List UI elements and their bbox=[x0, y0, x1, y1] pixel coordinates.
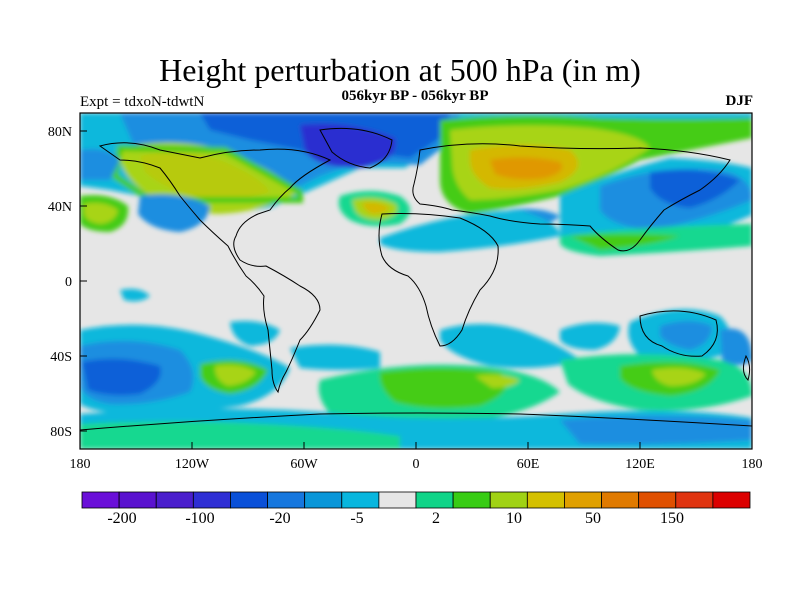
colorbar-label: 10 bbox=[506, 510, 522, 527]
colorbar-box bbox=[675, 491, 714, 509]
colorbar-box bbox=[155, 491, 194, 509]
lat-tick-label: 40N bbox=[48, 200, 72, 215]
lat-tick-label: 80S bbox=[50, 425, 72, 440]
colorbar-box bbox=[81, 491, 120, 509]
contour-fill bbox=[120, 288, 150, 302]
contour-fill bbox=[570, 234, 680, 250]
lon-axis: 180 120W 60W 0 60E 120E 180 bbox=[70, 442, 763, 472]
contour-fill bbox=[560, 322, 620, 350]
colorbar-box bbox=[638, 491, 677, 509]
lat-tick-label: 80N bbox=[48, 125, 72, 140]
contour-fill bbox=[290, 344, 380, 370]
australia-coast bbox=[639, 310, 718, 357]
contour-fill bbox=[650, 169, 740, 208]
contour-fill bbox=[84, 202, 118, 224]
contour-fill bbox=[490, 157, 563, 180]
map-subtitle: 056kyr BP - 056kyr BP bbox=[341, 88, 489, 104]
contour-edge bbox=[111, 144, 303, 203]
contour-fill bbox=[440, 324, 580, 368]
colorbar-box bbox=[452, 491, 491, 509]
colorbar-label: -20 bbox=[269, 510, 290, 527]
contour-field bbox=[80, 113, 752, 449]
lon-tick-label: 120W bbox=[175, 457, 210, 472]
colorbar-label: 50 bbox=[585, 510, 601, 527]
contour-fill bbox=[379, 368, 507, 409]
greenland-coast bbox=[319, 127, 393, 169]
colorbar-label: -5 bbox=[350, 510, 363, 527]
lat-tick-label: 0 bbox=[65, 275, 72, 290]
eurasia-coast bbox=[412, 143, 731, 252]
colorbar-box bbox=[564, 491, 602, 509]
colorbar-box bbox=[304, 491, 343, 509]
africa-coast bbox=[378, 213, 499, 347]
lat-tick-label: 40S bbox=[50, 350, 72, 365]
colorbar-box bbox=[601, 491, 640, 509]
lon-tick-label: 120E bbox=[625, 457, 655, 472]
coastlines bbox=[80, 127, 752, 431]
lon-tick-label: 180 bbox=[742, 457, 763, 472]
antarctica-coast bbox=[80, 412, 752, 431]
colorbar-box bbox=[712, 491, 751, 509]
contour-fill bbox=[660, 321, 712, 350]
lon-tick-label: 180 bbox=[70, 457, 91, 472]
lat-axis: 80N 40N 0 40S 80S bbox=[48, 125, 87, 440]
colorbar-box bbox=[267, 491, 306, 509]
colorbar-label: -100 bbox=[185, 510, 214, 527]
colorbar-label: 150 bbox=[660, 510, 684, 527]
colorbar-box bbox=[118, 491, 157, 509]
colorbar-box bbox=[230, 491, 268, 509]
experiment-label: Expt = tdxoN-tdwtN bbox=[80, 94, 205, 110]
newzealand-coast bbox=[742, 354, 751, 381]
colorbar-box bbox=[378, 491, 417, 509]
colorbar-box bbox=[415, 491, 454, 509]
contour-fill bbox=[140, 152, 270, 200]
contour-fill bbox=[138, 194, 210, 232]
contour-fill bbox=[80, 149, 120, 180]
contour-fill bbox=[475, 374, 520, 388]
colorbar-box bbox=[341, 491, 380, 509]
contour-fill bbox=[82, 358, 161, 396]
contour-fill bbox=[652, 367, 706, 386]
season-label: DJF bbox=[725, 93, 754, 109]
colorbar-label: 2 bbox=[432, 510, 440, 527]
americas-coast bbox=[98, 142, 332, 394]
lon-tick-label: 60E bbox=[517, 457, 540, 472]
colorbar-label: -200 bbox=[107, 510, 136, 527]
colorbar-box bbox=[192, 491, 231, 509]
colorbar-box bbox=[489, 491, 528, 509]
colorbar-box bbox=[526, 491, 565, 509]
contour-fill bbox=[380, 210, 560, 252]
contour-fill bbox=[214, 364, 256, 386]
contour-fill bbox=[80, 421, 400, 449]
lon-tick-label: 0 bbox=[413, 457, 420, 472]
lon-tick-label: 60W bbox=[290, 457, 318, 472]
contour-fill bbox=[362, 202, 390, 214]
contour-fill bbox=[720, 328, 752, 365]
colorbar bbox=[81, 491, 751, 509]
colorbar-labels: -200 -100 -20 -5 2 10 50 150 bbox=[107, 510, 684, 527]
map-title: Height perturbation at 500 hPa (in m) bbox=[159, 52, 641, 88]
